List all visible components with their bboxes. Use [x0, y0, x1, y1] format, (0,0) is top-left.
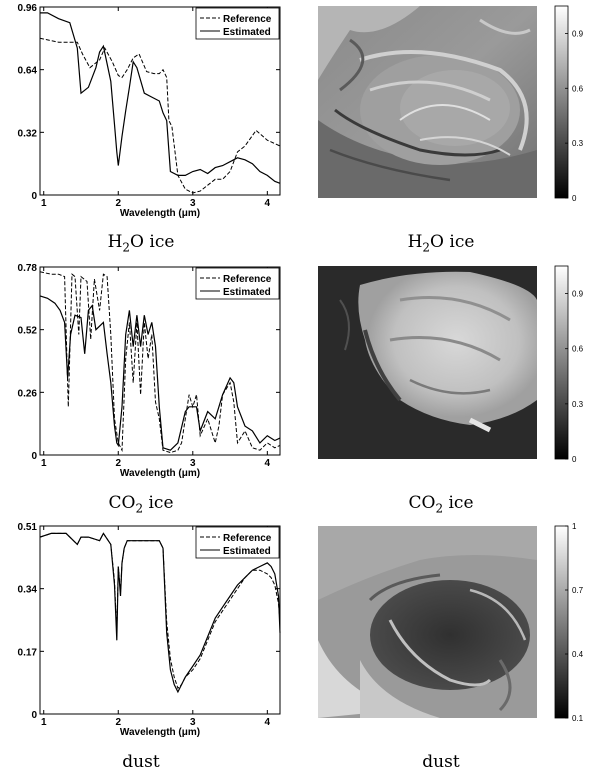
y-tick-label: 0	[31, 710, 37, 721]
y-tick-label: 0.26	[18, 388, 38, 399]
colorbar-tick-label: 0	[572, 194, 577, 203]
x-tick-label: 4	[265, 198, 271, 209]
colorbar-tick-label: 0.9	[572, 290, 584, 299]
colorbar-ticks-2: 0 0.3 0.6 0.9	[565, 290, 584, 464]
y-tick-label: 0.17	[18, 647, 38, 658]
legend-label: Estimated	[223, 287, 271, 298]
colorbar-tick-label: 0.3	[572, 400, 584, 409]
spectrum-chart-1: 0 0.32 0.64 0.96 1 2 3 4 Wavelength (μm) Referenc…	[18, 3, 281, 219]
y-tick-label: 0.52	[18, 326, 38, 337]
colorbar-tick-label: 0	[572, 455, 577, 464]
legend-box	[195, 526, 280, 559]
colorbar-tick-label: 1	[572, 522, 577, 531]
y-tick-label: 0.78	[18, 263, 38, 274]
x-tick-label: 2	[115, 717, 121, 728]
legend-box	[195, 7, 280, 40]
legend-box	[195, 267, 280, 300]
abundance-map-3	[318, 526, 537, 718]
colorbar-1	[554, 5, 569, 199]
x-tick-label: 3	[190, 198, 196, 209]
colorbar-tick-label: 0.3	[572, 139, 584, 148]
caption-row2-left: CO2 ice	[108, 493, 174, 516]
y-tick-label: 0.51	[18, 522, 38, 533]
x-tick-label: 1	[41, 458, 47, 469]
colorbar-3	[554, 525, 569, 719]
legend-label: Reference	[223, 533, 272, 544]
series-line-reference	[39, 271, 281, 454]
legend-label: Estimated	[223, 546, 271, 557]
y-tick-label: 0	[31, 451, 37, 462]
y-tick-label: 0.34	[18, 585, 38, 596]
x-axis-label: Wavelength (μm)	[120, 468, 200, 479]
caption-row1-left: H2O ice	[107, 232, 175, 255]
caption-row1-right: H2O ice	[407, 232, 475, 255]
caption-row3-right: dust	[422, 752, 460, 772]
x-tick-label: 3	[190, 717, 196, 728]
x-axis-label: Wavelength (μm)	[120, 727, 200, 738]
series-line-estimated	[39, 295, 281, 451]
x-tick-label: 1	[41, 717, 47, 728]
legend-label: Estimated	[223, 27, 271, 38]
legend: Reference Estimated	[195, 7, 280, 40]
spectrum-chart-2: 0 0.26 0.52 0.78 1 2 3 4 Wavelength (μm) Referenc…	[18, 263, 281, 479]
legend-label: Reference	[223, 14, 272, 25]
colorbar-ticks-3: 0.1 0.4 0.7 1	[565, 522, 584, 723]
y-tick-label: 0.96	[18, 3, 38, 14]
x-axis-label: Wavelength (μm)	[120, 208, 200, 219]
colorbar-ticks-1: 0 0.3 0.6 0.9	[565, 29, 584, 203]
x-tick-label: 1	[41, 198, 47, 209]
colorbar-2	[554, 265, 569, 460]
series-line-estimated	[40, 12, 281, 184]
caption-row2-right: CO2 ice	[408, 493, 474, 516]
colorbar-tick-label: 0.6	[572, 345, 584, 354]
caption-row3-left: dust	[122, 752, 160, 772]
x-tick-label: 2	[115, 458, 121, 469]
y-tick-label: 0	[31, 191, 37, 202]
y-tick-label: 0.64	[18, 66, 38, 77]
series-line-reference	[39, 37, 281, 194]
x-tick-label: 3	[190, 458, 196, 469]
series-line-estimated	[39, 532, 281, 694]
colorbar-tick-label: 0.6	[572, 84, 584, 93]
colorbar-tick-label: 0.9	[572, 29, 584, 38]
abundance-map-1	[318, 6, 537, 198]
y-tick-label: 0.32	[18, 128, 38, 139]
colorbar-tick-label: 0.1	[572, 714, 584, 723]
spectrum-chart-3: 0 0.17 0.34 0.51 1 2 3 4 Wavelength (μm) Referenc…	[18, 522, 281, 738]
x-tick-label: 2	[115, 198, 121, 209]
colorbar-tick-label: 0.4	[572, 650, 584, 659]
x-tick-label: 4	[265, 717, 271, 728]
legend-label: Reference	[223, 274, 272, 285]
legend: Reference Estimated	[195, 267, 280, 300]
colorbar-tick-label: 0.7	[572, 586, 584, 595]
abundance-map-2	[318, 266, 537, 459]
x-tick-label: 4	[265, 458, 271, 469]
legend: Reference Estimated	[195, 526, 280, 559]
